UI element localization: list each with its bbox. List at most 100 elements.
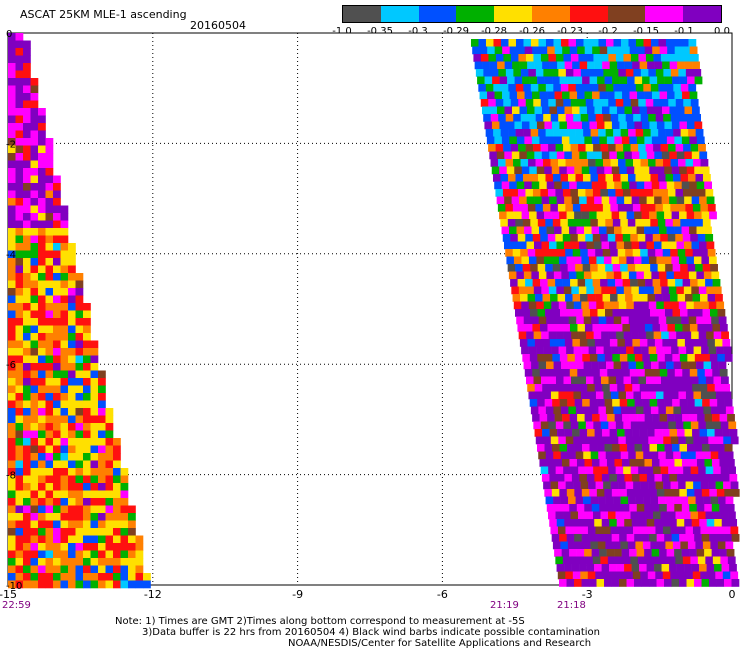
wind-cell <box>83 445 91 454</box>
wind-cell <box>661 196 670 205</box>
wind-cell <box>60 205 69 214</box>
wind-cell <box>613 129 621 137</box>
wind-cell <box>570 234 579 242</box>
wind-cell <box>623 241 632 250</box>
wind-cell <box>588 391 597 400</box>
wind-cell <box>725 541 734 550</box>
wind-cell <box>554 91 563 100</box>
wind-cell <box>657 354 666 362</box>
wind-cell <box>53 445 61 454</box>
wind-cell <box>83 565 91 574</box>
x-tick-label: -3 <box>582 588 593 600</box>
wind-cell <box>15 48 24 56</box>
wind-cell <box>656 211 665 220</box>
wind-cell <box>552 174 561 182</box>
wind-cell <box>624 429 633 437</box>
wind-cell <box>8 138 16 146</box>
wind-cell <box>507 174 516 182</box>
wind-cell <box>614 369 623 377</box>
wind-cell <box>601 286 610 295</box>
wind-cell <box>690 511 699 520</box>
wind-cell <box>580 69 589 77</box>
wind-cell <box>38 483 46 491</box>
wind-cell <box>673 129 681 137</box>
wind-cell <box>555 189 564 197</box>
wind-cell <box>506 166 515 175</box>
wind-cell <box>60 490 69 499</box>
wind-cell <box>649 354 658 362</box>
wind-cell <box>519 106 528 115</box>
wind-cell <box>551 121 560 130</box>
wind-cell <box>566 346 574 355</box>
wind-cell <box>75 415 84 424</box>
wind-cell <box>23 580 31 589</box>
wind-cell <box>53 273 61 281</box>
wind-cell <box>639 106 648 115</box>
wind-cell <box>631 241 640 250</box>
wind-cell <box>590 129 599 137</box>
wind-cell <box>568 84 577 92</box>
wind-cell <box>75 543 84 551</box>
wind-cell <box>670 391 679 400</box>
wind-cell <box>38 130 46 139</box>
wind-cell <box>620 309 628 317</box>
wind-cell <box>38 258 46 266</box>
wind-cell <box>568 496 576 505</box>
wind-cell <box>68 310 76 319</box>
wind-cell <box>630 556 639 565</box>
wind-cell <box>655 294 663 302</box>
wind-cell <box>625 391 634 400</box>
wind-cell <box>607 234 616 242</box>
wind-cell <box>8 393 16 401</box>
wind-cell <box>45 340 54 349</box>
wind-cell <box>655 159 664 167</box>
wind-cell <box>15 393 24 401</box>
wind-cell <box>678 436 687 445</box>
wind-cell <box>610 159 619 167</box>
wind-cell <box>507 219 516 227</box>
wind-cell <box>8 423 16 431</box>
note-line-1: Note: 1) Times are GMT 2)Times along bot… <box>115 616 525 627</box>
wind-cell <box>628 451 637 460</box>
wind-cell <box>698 511 706 520</box>
wind-cell <box>630 466 639 475</box>
wind-cell <box>502 189 511 197</box>
wind-cell <box>653 241 662 250</box>
wind-cell <box>631 519 640 527</box>
wind-cell <box>644 369 653 377</box>
wind-cell <box>113 438 121 446</box>
wind-cell <box>651 361 659 370</box>
wind-cell <box>519 196 527 205</box>
wind-cell <box>23 40 31 49</box>
wind-cell <box>612 444 620 452</box>
time-label-mid: 21:19 <box>490 600 519 611</box>
wind-cell <box>8 175 16 184</box>
wind-cell <box>83 550 91 559</box>
wind-cell <box>23 438 31 446</box>
wind-cell <box>538 451 547 460</box>
wind-cell <box>98 408 106 416</box>
wind-cell <box>90 558 99 566</box>
wind-cell <box>30 115 39 124</box>
wind-cell <box>75 535 84 544</box>
wind-cell <box>607 414 615 422</box>
wind-cell <box>633 391 642 400</box>
wind-cell <box>90 573 99 581</box>
wind-cell <box>15 153 24 161</box>
wind-cell <box>643 39 652 47</box>
wind-cell <box>128 565 136 574</box>
wind-cell <box>23 393 31 401</box>
wind-cell <box>630 54 639 62</box>
wind-cell <box>559 399 568 407</box>
wind-cell <box>659 181 668 190</box>
wind-cell <box>704 181 713 190</box>
wind-cell <box>556 196 565 205</box>
wind-cell <box>646 196 655 205</box>
wind-cell <box>15 513 24 521</box>
wind-cell <box>472 46 481 55</box>
wind-cell <box>572 339 581 347</box>
wind-cell <box>8 93 16 101</box>
wind-cell <box>646 564 655 572</box>
wind-cell <box>587 429 595 437</box>
wind-cell <box>23 498 31 506</box>
